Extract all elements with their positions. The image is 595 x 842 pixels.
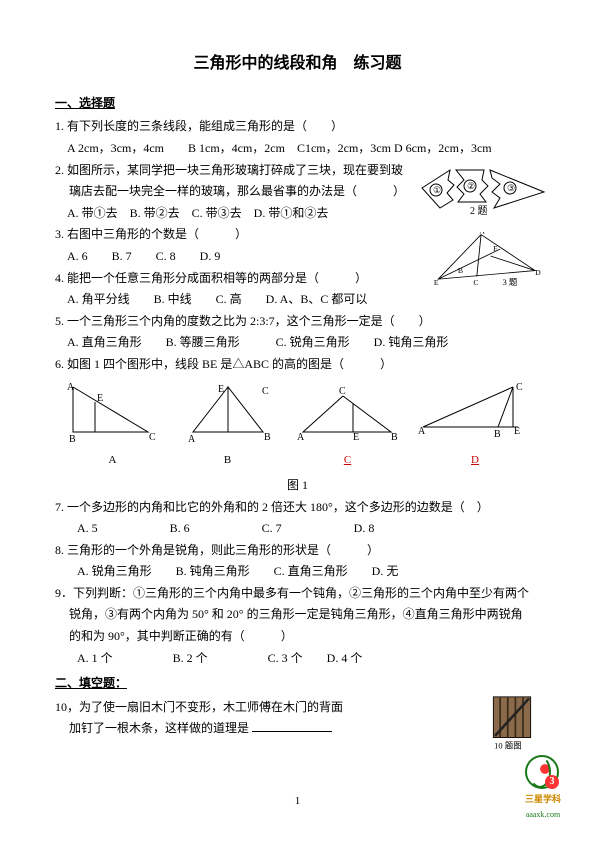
svg-text:E: E bbox=[218, 384, 224, 395]
q6-fig-b: C E A B bbox=[178, 382, 278, 444]
q5-opts: A. 直角三角形 B. 等腰三角形 C. 锐角三角形 D. 钝角三角形 bbox=[55, 332, 540, 354]
section2-head: 二、填空题： bbox=[55, 673, 540, 695]
q8-opts: A. 锐角三角形 B. 钝角三角形 C. 直角三角形 D. 无 bbox=[55, 561, 540, 583]
svg-text:E: E bbox=[353, 432, 359, 443]
q6-sub-b: B bbox=[178, 451, 278, 471]
q9-opts: A. 1 个 B. 2 个 C. 3 个 D. 4 个 bbox=[55, 648, 540, 670]
q10-blank bbox=[252, 719, 332, 732]
q6-sub-d: D bbox=[471, 454, 479, 466]
q3-caption: 3 题 bbox=[503, 277, 518, 287]
q2-label-3: ③ bbox=[507, 183, 515, 193]
q2-figure: ① ② ③ 2 题 bbox=[420, 160, 550, 215]
q7-opts: A. 5 B. 6 C. 7 D. 8 bbox=[55, 518, 540, 540]
q10-caption: 10 题图 bbox=[494, 741, 522, 751]
q10-l2: 加钉了一根木条，这样做的道理是 bbox=[55, 718, 540, 740]
page-number: 1 bbox=[0, 792, 595, 812]
svg-text:C: C bbox=[339, 386, 346, 397]
q6-caption: 图 1 bbox=[55, 475, 540, 497]
svg-text:B: B bbox=[494, 429, 501, 440]
logo-3-badge: 3 bbox=[545, 775, 559, 789]
q6-figures: A E B C A C E A B B C A E bbox=[55, 382, 540, 471]
svg-text:B: B bbox=[69, 434, 76, 444]
q3-A: A bbox=[479, 232, 485, 236]
q6-sub-a: A bbox=[63, 451, 163, 471]
q6-sub-c: C bbox=[344, 454, 351, 466]
q6-fig-c: C A E B bbox=[293, 382, 403, 444]
q8-stem: 8. 三角形的一个外角是锐角，则此三角形的形状是（ ） bbox=[55, 540, 540, 562]
page-title: 三角形中的线段和角 练习题 bbox=[55, 50, 540, 79]
q6-fig-d: C A B E bbox=[418, 382, 533, 444]
q3-figure: A B C D E F 3 题 bbox=[425, 232, 550, 292]
q4-opts: A. 角平分线 B. 中线 C. 高 D. A、B、C 都可以 bbox=[55, 289, 540, 311]
q2-label-1: ① bbox=[433, 185, 441, 195]
q10-figure: 10 题图 bbox=[489, 696, 535, 752]
svg-text:C: C bbox=[149, 432, 156, 443]
q6-fig-a: A E B C bbox=[63, 382, 163, 444]
q3-C: C bbox=[473, 278, 478, 287]
svg-text:C: C bbox=[516, 382, 523, 393]
svg-text:A: A bbox=[67, 382, 75, 393]
q9-l2: 锐角，③有两个内角为 50° 和 20° 的三角形一定是钝角三角形，④直角三角形… bbox=[55, 604, 540, 626]
svg-text:C: C bbox=[262, 386, 269, 397]
q3-F: F bbox=[493, 244, 497, 253]
logo-icon: 3 bbox=[525, 755, 559, 789]
brand-logo: 3 三星学科 aaaxk.com bbox=[525, 755, 561, 822]
q2-label-2: ② bbox=[467, 181, 475, 191]
svg-text:A: A bbox=[418, 426, 426, 437]
svg-text:B: B bbox=[264, 432, 271, 443]
q2-caption: 2 题 bbox=[470, 205, 488, 215]
logo-brand-text: 三星学科 bbox=[525, 791, 561, 807]
q10-l1: 10，为了使一扇旧木门不变形，木工师傅在木门的背面 bbox=[55, 697, 540, 719]
q7-stem: 7. 一个多边形的内角和比它的外角和的 2 倍还大 180°，这个多边形的边数是… bbox=[55, 497, 540, 519]
logo-url-text: aaaxk.com bbox=[525, 808, 561, 822]
q10-l2-text: 加钉了一根木条，这样做的道理是 bbox=[69, 721, 249, 735]
q1-stem: 1. 有下列长度的三条线段，能组成三角形的是（ ） bbox=[55, 116, 540, 138]
q3-E: E bbox=[434, 278, 439, 287]
q3-D: D bbox=[535, 268, 541, 277]
q9-l1: 9．下列判断：①三角形的三个内角中最多有一个钝角，②三角形的三个内角中至少有两个 bbox=[55, 583, 540, 605]
svg-text:B: B bbox=[391, 432, 398, 443]
q3-B: B bbox=[458, 266, 463, 275]
svg-text:A: A bbox=[297, 432, 305, 443]
svg-text:E: E bbox=[97, 393, 103, 404]
q6-stem: 6. 如图 1 四个图形中，线段 BE 是△ABC 的高的图是（ ） bbox=[55, 354, 540, 376]
svg-text:A: A bbox=[188, 434, 196, 444]
q5-stem: 5. 一个三角形三个内角的度数之比为 2:3:7，这个三角形一定是（ ） bbox=[55, 311, 540, 333]
q1-opts: A 2cm，3cm，4cm B 1cm，4cm，2cm C1cm，2cm，3cm… bbox=[55, 138, 540, 160]
svg-text:E: E bbox=[514, 426, 520, 437]
section1-head: 一、选择题 bbox=[55, 93, 540, 115]
q9-l3: 的和为 90°，其中判断正确的有（ ） bbox=[55, 626, 540, 648]
